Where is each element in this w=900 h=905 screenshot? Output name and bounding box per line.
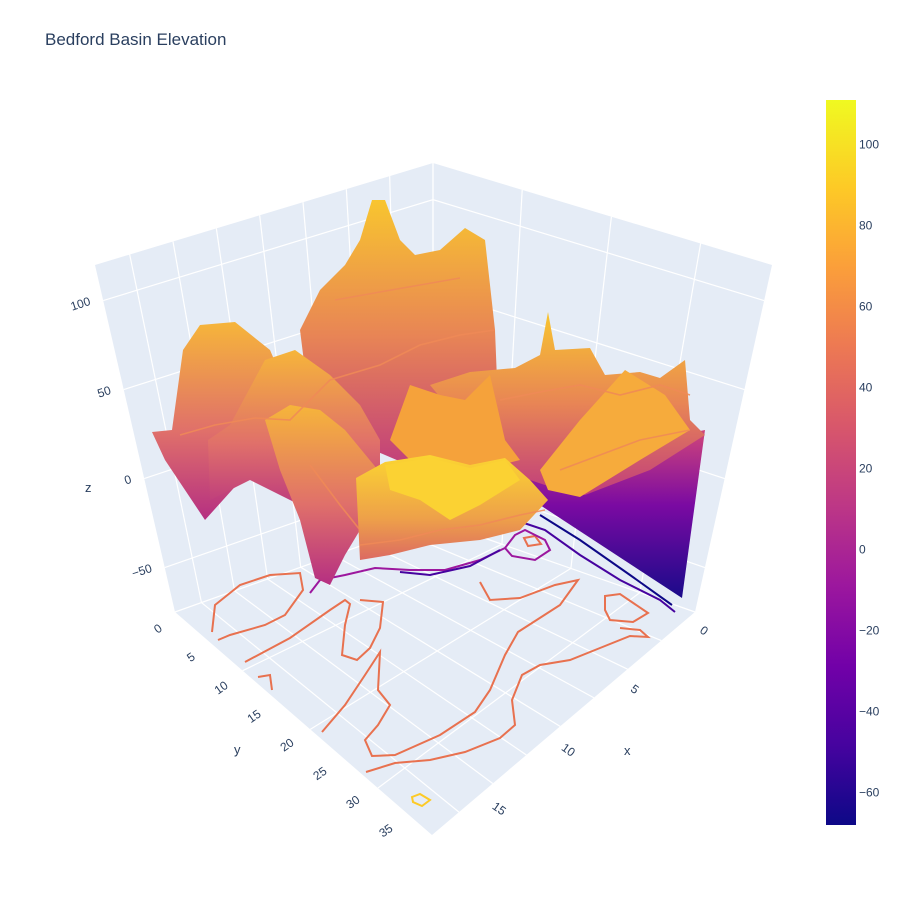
- y-tick-label: 0: [151, 621, 165, 636]
- surface-contour: [359, 509, 546, 546]
- grid-line: [366, 543, 628, 670]
- contour-line: [410, 792, 432, 808]
- x-tick-label: 0: [697, 623, 711, 638]
- chart-title: Bedford Basin Elevation: [45, 30, 226, 49]
- colorbar-tick-label: 80: [859, 219, 873, 233]
- y-tick-label: 10: [212, 678, 231, 697]
- colorbar-tick-label: −60: [859, 786, 880, 800]
- grid-line: [103, 198, 765, 302]
- surface-contours: [179, 277, 691, 546]
- grid-line: [234, 590, 494, 785]
- grid-line: [201, 602, 460, 813]
- z-tick-label: −50: [130, 561, 154, 581]
- contour-line: [604, 592, 650, 624]
- z-tick-label: 100: [69, 294, 93, 314]
- grid-line: [377, 592, 641, 789]
- z-tick-label: 0: [122, 472, 133, 487]
- grid-line: [333, 554, 595, 699]
- contour-line: [522, 534, 543, 548]
- contour-line: [257, 673, 273, 691]
- grid-line: [300, 566, 561, 727]
- surface-contour: [309, 464, 361, 531]
- z-tick-label: 50: [96, 383, 113, 401]
- colorbar-tick-label: 60: [859, 300, 873, 314]
- x-tick-label: 15: [490, 799, 509, 818]
- surface-region: [540, 370, 690, 497]
- colorbar-tick-label: 100: [859, 138, 879, 152]
- contour-line: [539, 514, 673, 606]
- surface-region: [265, 405, 378, 585]
- surface-contour: [499, 384, 691, 401]
- z-axis-title: z: [85, 480, 92, 495]
- contour-line: [244, 598, 385, 663]
- surface-highlight: [385, 458, 520, 520]
- colorbar: [826, 100, 856, 825]
- contour-line: [321, 578, 581, 758]
- grid-line: [267, 578, 527, 756]
- surface-contour: [179, 329, 496, 436]
- x-tick-label: 10: [559, 740, 578, 759]
- y-tick-label: 20: [278, 735, 297, 754]
- floor-contours: [211, 514, 676, 808]
- surface-contour: [334, 277, 461, 301]
- colorbar-tick-label: 20: [859, 462, 873, 476]
- surface-region: [152, 322, 285, 520]
- contour-line: [365, 627, 651, 773]
- x-axis-title: x: [624, 743, 631, 758]
- y-tick-label: 15: [245, 707, 264, 726]
- z-axis-ticks: −50 0 50 100: [69, 294, 154, 581]
- contour-line: [399, 549, 501, 577]
- y-tick-label: 25: [310, 764, 329, 783]
- colorbar-tick-label: −20: [859, 624, 880, 638]
- contour-line: [504, 528, 552, 562]
- colorbar-tick-label: −40: [859, 705, 880, 719]
- y-axis-title: y: [234, 742, 241, 757]
- x-tick-label: 5: [628, 682, 642, 697]
- colorbar-tick-label: 40: [859, 381, 873, 395]
- surface-plot: [152, 200, 705, 598]
- grid-line: [129, 254, 203, 603]
- surface-contour: [559, 429, 691, 471]
- contour-line: [514, 519, 676, 613]
- y-tick-label: 5: [184, 649, 198, 664]
- colorbar-ticks: −60 −40 −20 0 20 40 60 80 100: [859, 138, 880, 800]
- contour-line: [211, 571, 305, 641]
- surface-region: [390, 375, 520, 470]
- y-tick-label: 30: [343, 792, 362, 811]
- colorbar-tick-label: 0: [859, 543, 866, 557]
- y-tick-label: 35: [376, 821, 395, 840]
- grid-line: [399, 531, 662, 642]
